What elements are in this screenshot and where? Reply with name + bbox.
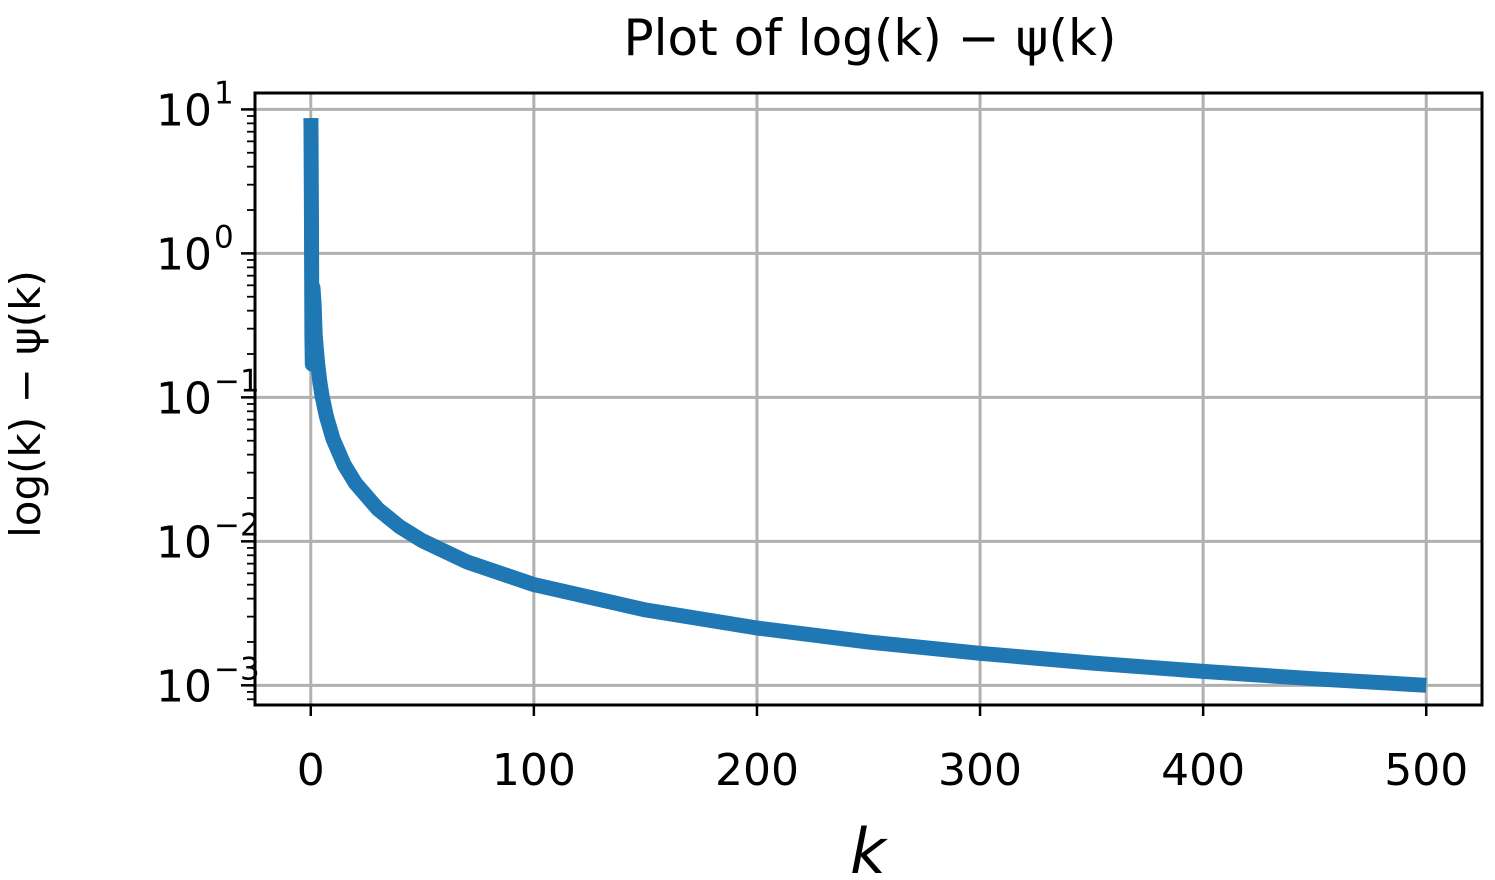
- y-tick-exponent: 0: [214, 219, 234, 255]
- x-tick-label: 200: [715, 745, 799, 796]
- x-tick-label: 500: [1384, 745, 1468, 796]
- y-tick-exponent: 1: [214, 75, 234, 111]
- grid-layer: [255, 93, 1482, 705]
- chart-title: Plot of log(k) − ψ(k): [623, 9, 1116, 67]
- x-tick-label: 400: [1161, 745, 1245, 796]
- x-tick-label: 100: [492, 745, 576, 796]
- x-tick-label: 0: [297, 745, 325, 796]
- series-layer: [303, 118, 1427, 693]
- y-tick-exponent: −2: [214, 507, 260, 543]
- y-tick-exponent: −1: [214, 363, 260, 399]
- y-tick-label: 10: [156, 517, 212, 568]
- y-tick-exponent: −3: [214, 651, 260, 687]
- series-line: [303, 118, 1427, 693]
- plot-frame: [253, 91, 1484, 707]
- y-axis-label: log(k) − ψ(k): [1, 270, 50, 538]
- x-tick-labels: 0 100 200 300 400 500: [297, 745, 1468, 796]
- y-tick-label: 10: [156, 373, 212, 424]
- x-tick-label: 300: [938, 745, 1022, 796]
- ticks-layer: [241, 108, 1428, 716]
- y-tick-label: 10: [156, 229, 212, 280]
- y-tick-label: 10: [156, 661, 212, 712]
- x-axis-label: k: [850, 815, 888, 880]
- y-tick-label: 10: [156, 85, 212, 136]
